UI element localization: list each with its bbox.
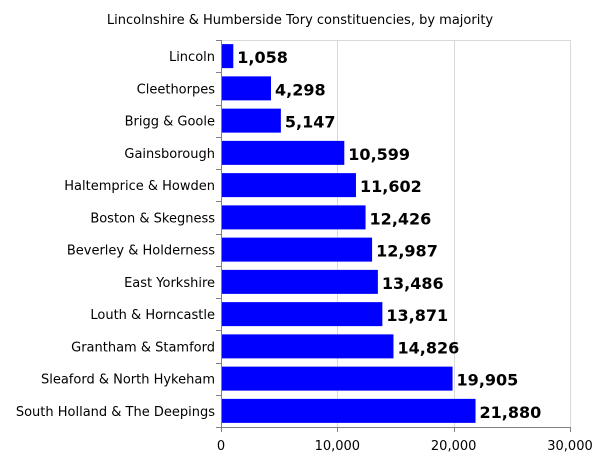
data-label: 5,147 xyxy=(285,113,336,132)
data-label: 12,426 xyxy=(370,209,432,228)
category-label: Boston & Skegness xyxy=(90,211,215,226)
axes xyxy=(216,40,571,432)
category-label: Sleaford & North Hykeham xyxy=(41,373,215,388)
bar xyxy=(221,108,281,133)
category-label: Cleethorpes xyxy=(137,82,216,97)
category-label: Brigg & Goole xyxy=(125,115,215,130)
data-label: 10,599 xyxy=(348,145,410,164)
labels: 0 10,000 20,000 30,000 Lincoln 1,058 Cleethorp… xyxy=(16,48,593,454)
data-label: 19,905 xyxy=(457,371,519,390)
bar xyxy=(221,140,345,165)
data-label: 13,486 xyxy=(382,274,444,293)
data-label: 11,602 xyxy=(360,177,422,196)
category-label: Haltemprice & Howden xyxy=(64,179,215,194)
category-label: Gainsborough xyxy=(124,147,215,162)
chart-title: Lincolnshire & Humberside Tory constitue… xyxy=(107,13,494,28)
x-tick-label: 30,000 xyxy=(547,439,593,454)
bar xyxy=(221,398,476,423)
bar xyxy=(221,237,373,262)
category-label: Beverley & Holderness xyxy=(67,244,215,259)
bar xyxy=(221,44,234,69)
bar xyxy=(221,269,378,294)
bars xyxy=(221,44,476,423)
gridlines xyxy=(221,40,571,427)
data-label: 12,987 xyxy=(376,242,438,261)
bar xyxy=(221,173,356,198)
data-label: 13,871 xyxy=(386,306,448,325)
x-tick-label: 10,000 xyxy=(315,439,361,454)
category-label: Lincoln xyxy=(169,50,215,65)
data-label: 14,826 xyxy=(397,338,459,357)
data-label: 4,298 xyxy=(275,80,326,99)
x-tick-label: 0 xyxy=(217,439,225,454)
data-label: 21,880 xyxy=(480,403,542,422)
bar xyxy=(221,76,272,101)
bar xyxy=(221,205,366,230)
bar xyxy=(221,366,453,391)
category-label: Grantham & Stamford xyxy=(71,340,215,355)
category-label: Louth & Horncastle xyxy=(90,308,215,323)
x-tick-label: 20,000 xyxy=(431,439,477,454)
bar xyxy=(221,334,394,359)
category-label: South Holland & The Deepings xyxy=(16,405,215,420)
bar xyxy=(221,302,383,327)
category-label: East Yorkshire xyxy=(124,276,215,291)
data-label: 1,058 xyxy=(237,48,288,67)
